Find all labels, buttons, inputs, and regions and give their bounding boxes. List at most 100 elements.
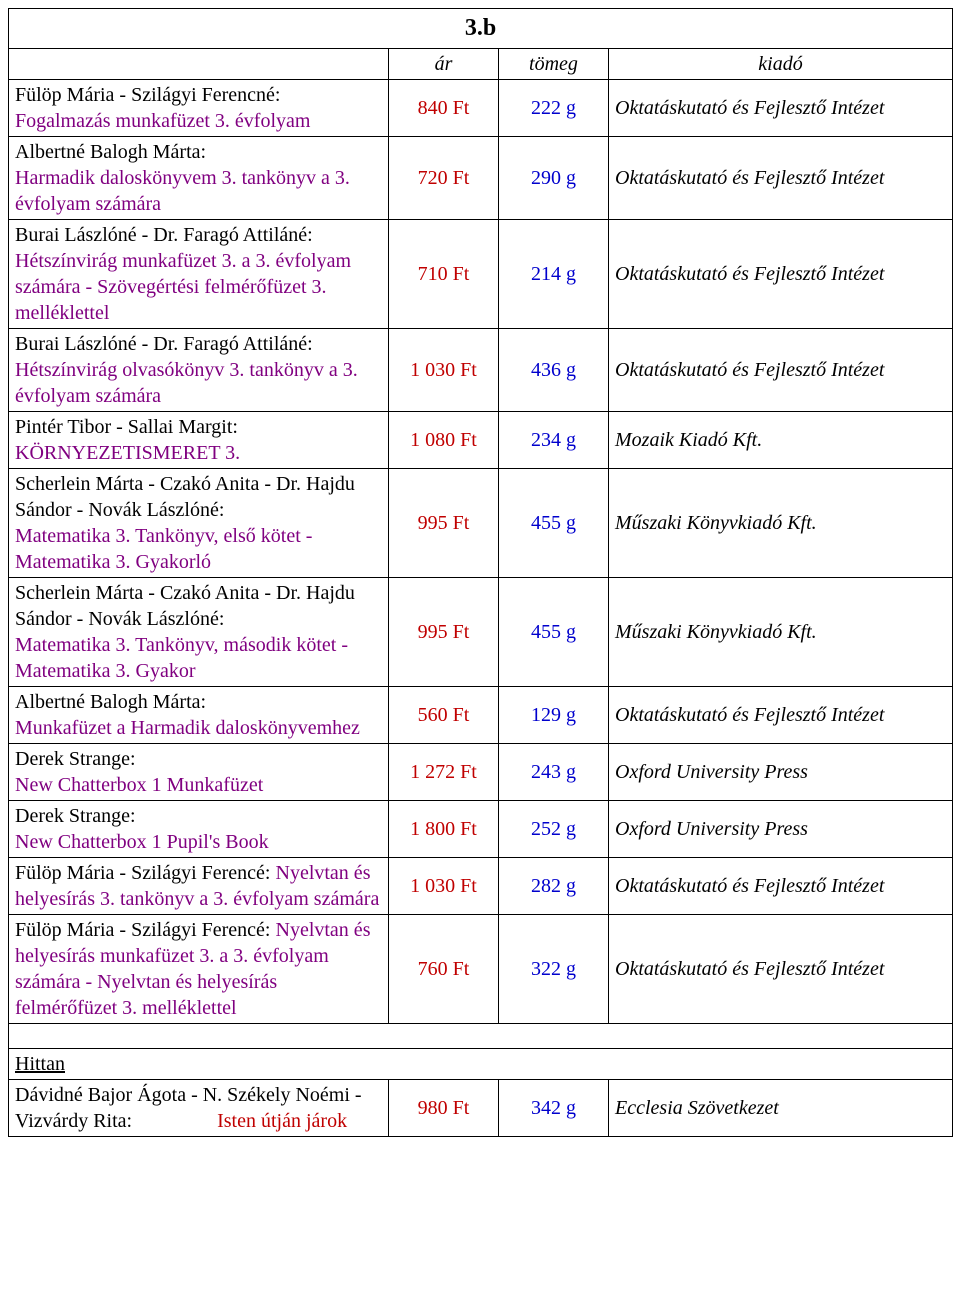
row-publisher: Műszaki Könyvkiadó Kft.	[609, 578, 953, 687]
row-publisher: Oxford University Press	[609, 801, 953, 858]
row-weight: 243 g	[499, 744, 609, 801]
row-author: Burai Lászlóné - Dr. Faragó Attiláné:	[15, 331, 382, 357]
blank-cell	[9, 1024, 953, 1049]
hittan-label-row: Hittan	[9, 1049, 953, 1080]
hittan-label-cell: Hittan	[9, 1049, 953, 1080]
row-book: Harmadik daloskönyvem 3. tankönyv a 3. é…	[15, 165, 382, 217]
row-author: Derek Strange:	[15, 746, 382, 772]
table-row: Burai Lászlóné - Dr. Faragó Attiláné:Hét…	[9, 329, 953, 412]
row-price: 1 030 Ft	[389, 329, 499, 412]
row-publisher: Mozaik Kiadó Kft.	[609, 412, 953, 469]
row-price: 1 030 Ft	[389, 858, 499, 915]
table-row: Fülöp Mária - Szilágyi Ferencé: Nyelvtan…	[9, 915, 953, 1024]
row-book: Hétszínvirág olvasókönyv 3. tankönyv a 3…	[15, 357, 382, 409]
table-row: Scherlein Márta - Czakó Anita - Dr. Hajd…	[9, 578, 953, 687]
row-author: Fülöp Mária - Szilágyi Ferencé:	[15, 862, 276, 884]
row-publisher: Oktatáskutató és Fejlesztő Intézet	[609, 220, 953, 329]
blank-row	[9, 1024, 953, 1049]
row-publisher: Oktatáskutató és Fejlesztő Intézet	[609, 137, 953, 220]
row-weight: 455 g	[499, 469, 609, 578]
hittan-weight: 342 g	[499, 1080, 609, 1137]
row-weight: 214 g	[499, 220, 609, 329]
desc-cell: Albertné Balogh Márta:Harmadik dalosköny…	[9, 137, 389, 220]
row-author: Fülöp Mária - Szilágyi Ferencné:	[15, 82, 382, 108]
row-book: New Chatterbox 1 Pupil's Book	[15, 829, 382, 855]
row-book: Munkafüzet a Harmadik daloskönyvemhez	[15, 715, 382, 741]
header-price: ár	[389, 49, 499, 80]
header-publisher: kiadó	[609, 49, 953, 80]
row-price: 1 080 Ft	[389, 412, 499, 469]
table-row: Albertné Balogh Márta:Munkafüzet a Harma…	[9, 687, 953, 744]
desc-cell: Burai Lászlóné - Dr. Faragó Attiláné:Hét…	[9, 329, 389, 412]
book-table: 3.b ár tömeg kiadó Fülöp Mária - Szilágy…	[8, 8, 953, 1137]
row-author: Scherlein Márta - Czakó Anita - Dr. Hajd…	[15, 580, 382, 632]
row-book: Matematika 3. Tankönyv, első kötet - Mat…	[15, 523, 382, 575]
row-author: Pintér Tibor - Sallai Margit:	[15, 414, 382, 440]
row-weight: 436 g	[499, 329, 609, 412]
row-book: Hétszínvirág munkafüzet 3. a 3. évfolyam…	[15, 248, 382, 326]
header-row: ár tömeg kiadó	[9, 49, 953, 80]
row-author: Derek Strange:	[15, 803, 382, 829]
title-row: 3.b	[9, 9, 953, 49]
hittan-label: Hittan	[15, 1053, 65, 1075]
row-publisher: Oktatáskutató és Fejlesztő Intézet	[609, 329, 953, 412]
row-publisher: Oktatáskutató és Fejlesztő Intézet	[609, 858, 953, 915]
row-book: New Chatterbox 1 Munkafüzet	[15, 772, 382, 798]
desc-cell: Pintér Tibor - Sallai Margit:KÖRNYEZETIS…	[9, 412, 389, 469]
row-price: 995 Ft	[389, 578, 499, 687]
row-price: 1 272 Ft	[389, 744, 499, 801]
desc-cell: Fülöp Mária - Szilágyi Ferencé: Nyelvtan…	[9, 858, 389, 915]
row-weight: 455 g	[499, 578, 609, 687]
row-price: 840 Ft	[389, 80, 499, 137]
hittan-row: Dávidné Bajor Ágota - N. Székely Noémi -…	[9, 1080, 953, 1137]
row-price: 560 Ft	[389, 687, 499, 744]
desc-cell: Scherlein Márta - Czakó Anita - Dr. Hajd…	[9, 469, 389, 578]
row-publisher: Oktatáskutató és Fejlesztő Intézet	[609, 915, 953, 1024]
desc-cell: Fülöp Mária - Szilágyi Ferencé: Nyelvtan…	[9, 915, 389, 1024]
row-author: Scherlein Márta - Czakó Anita - Dr. Hajd…	[15, 471, 382, 523]
desc-cell: Derek Strange:New Chatterbox 1 Munkafüze…	[9, 744, 389, 801]
row-weight: 234 g	[499, 412, 609, 469]
row-weight: 290 g	[499, 137, 609, 220]
table-row: Burai Lászlóné - Dr. Faragó Attiláné:Hét…	[9, 220, 953, 329]
table-row: Fülöp Mária - Szilágyi Ferencné:Fogalmaz…	[9, 80, 953, 137]
row-publisher: Oktatáskutató és Fejlesztő Intézet	[609, 80, 953, 137]
row-price: 710 Ft	[389, 220, 499, 329]
hittan-publisher: Ecclesia Szövetkezet	[609, 1080, 953, 1137]
row-book: Fogalmazás munkafüzet 3. évfolyam	[15, 108, 382, 134]
row-weight: 222 g	[499, 80, 609, 137]
table-row: Pintér Tibor - Sallai Margit:KÖRNYEZETIS…	[9, 412, 953, 469]
table-row: Albertné Balogh Márta:Harmadik dalosköny…	[9, 137, 953, 220]
row-publisher: Műszaki Könyvkiadó Kft.	[609, 469, 953, 578]
table-row: Fülöp Mária - Szilágyi Ferencé: Nyelvtan…	[9, 858, 953, 915]
hittan-book: Isten útján járok	[217, 1110, 347, 1132]
desc-cell: Fülöp Mária - Szilágyi Ferencné:Fogalmaz…	[9, 80, 389, 137]
row-price: 995 Ft	[389, 469, 499, 578]
table-row: Derek Strange:New Chatterbox 1 Pupil's B…	[9, 801, 953, 858]
row-price: 760 Ft	[389, 915, 499, 1024]
row-book: Matematika 3. Tankönyv, második kötet - …	[15, 632, 382, 684]
row-weight: 129 g	[499, 687, 609, 744]
desc-cell: Albertné Balogh Márta:Munkafüzet a Harma…	[9, 687, 389, 744]
hittan-desc: Dávidné Bajor Ágota - N. Székely Noémi -…	[9, 1080, 389, 1137]
row-price: 720 Ft	[389, 137, 499, 220]
row-author: Burai Lászlóné - Dr. Faragó Attiláné:	[15, 222, 382, 248]
row-author: Albertné Balogh Márta:	[15, 139, 382, 165]
row-weight: 252 g	[499, 801, 609, 858]
row-weight: 322 g	[499, 915, 609, 1024]
row-author: Fülöp Mária - Szilágyi Ferencé:	[15, 919, 276, 941]
row-author: Albertné Balogh Márta:	[15, 689, 382, 715]
row-weight: 282 g	[499, 858, 609, 915]
row-book: KÖRNYEZETISMERET 3.	[15, 440, 382, 466]
row-price: 1 800 Ft	[389, 801, 499, 858]
row-publisher: Oxford University Press	[609, 744, 953, 801]
table-title: 3.b	[9, 9, 953, 49]
table-row: Derek Strange:New Chatterbox 1 Munkafüze…	[9, 744, 953, 801]
desc-cell: Scherlein Márta - Czakó Anita - Dr. Hajd…	[9, 578, 389, 687]
desc-cell: Burai Lászlóné - Dr. Faragó Attiláné:Hét…	[9, 220, 389, 329]
hittan-price: 980 Ft	[389, 1080, 499, 1137]
header-weight: tömeg	[499, 49, 609, 80]
row-publisher: Oktatáskutató és Fejlesztő Intézet	[609, 687, 953, 744]
desc-cell: Derek Strange:New Chatterbox 1 Pupil's B…	[9, 801, 389, 858]
header-empty	[9, 49, 389, 80]
